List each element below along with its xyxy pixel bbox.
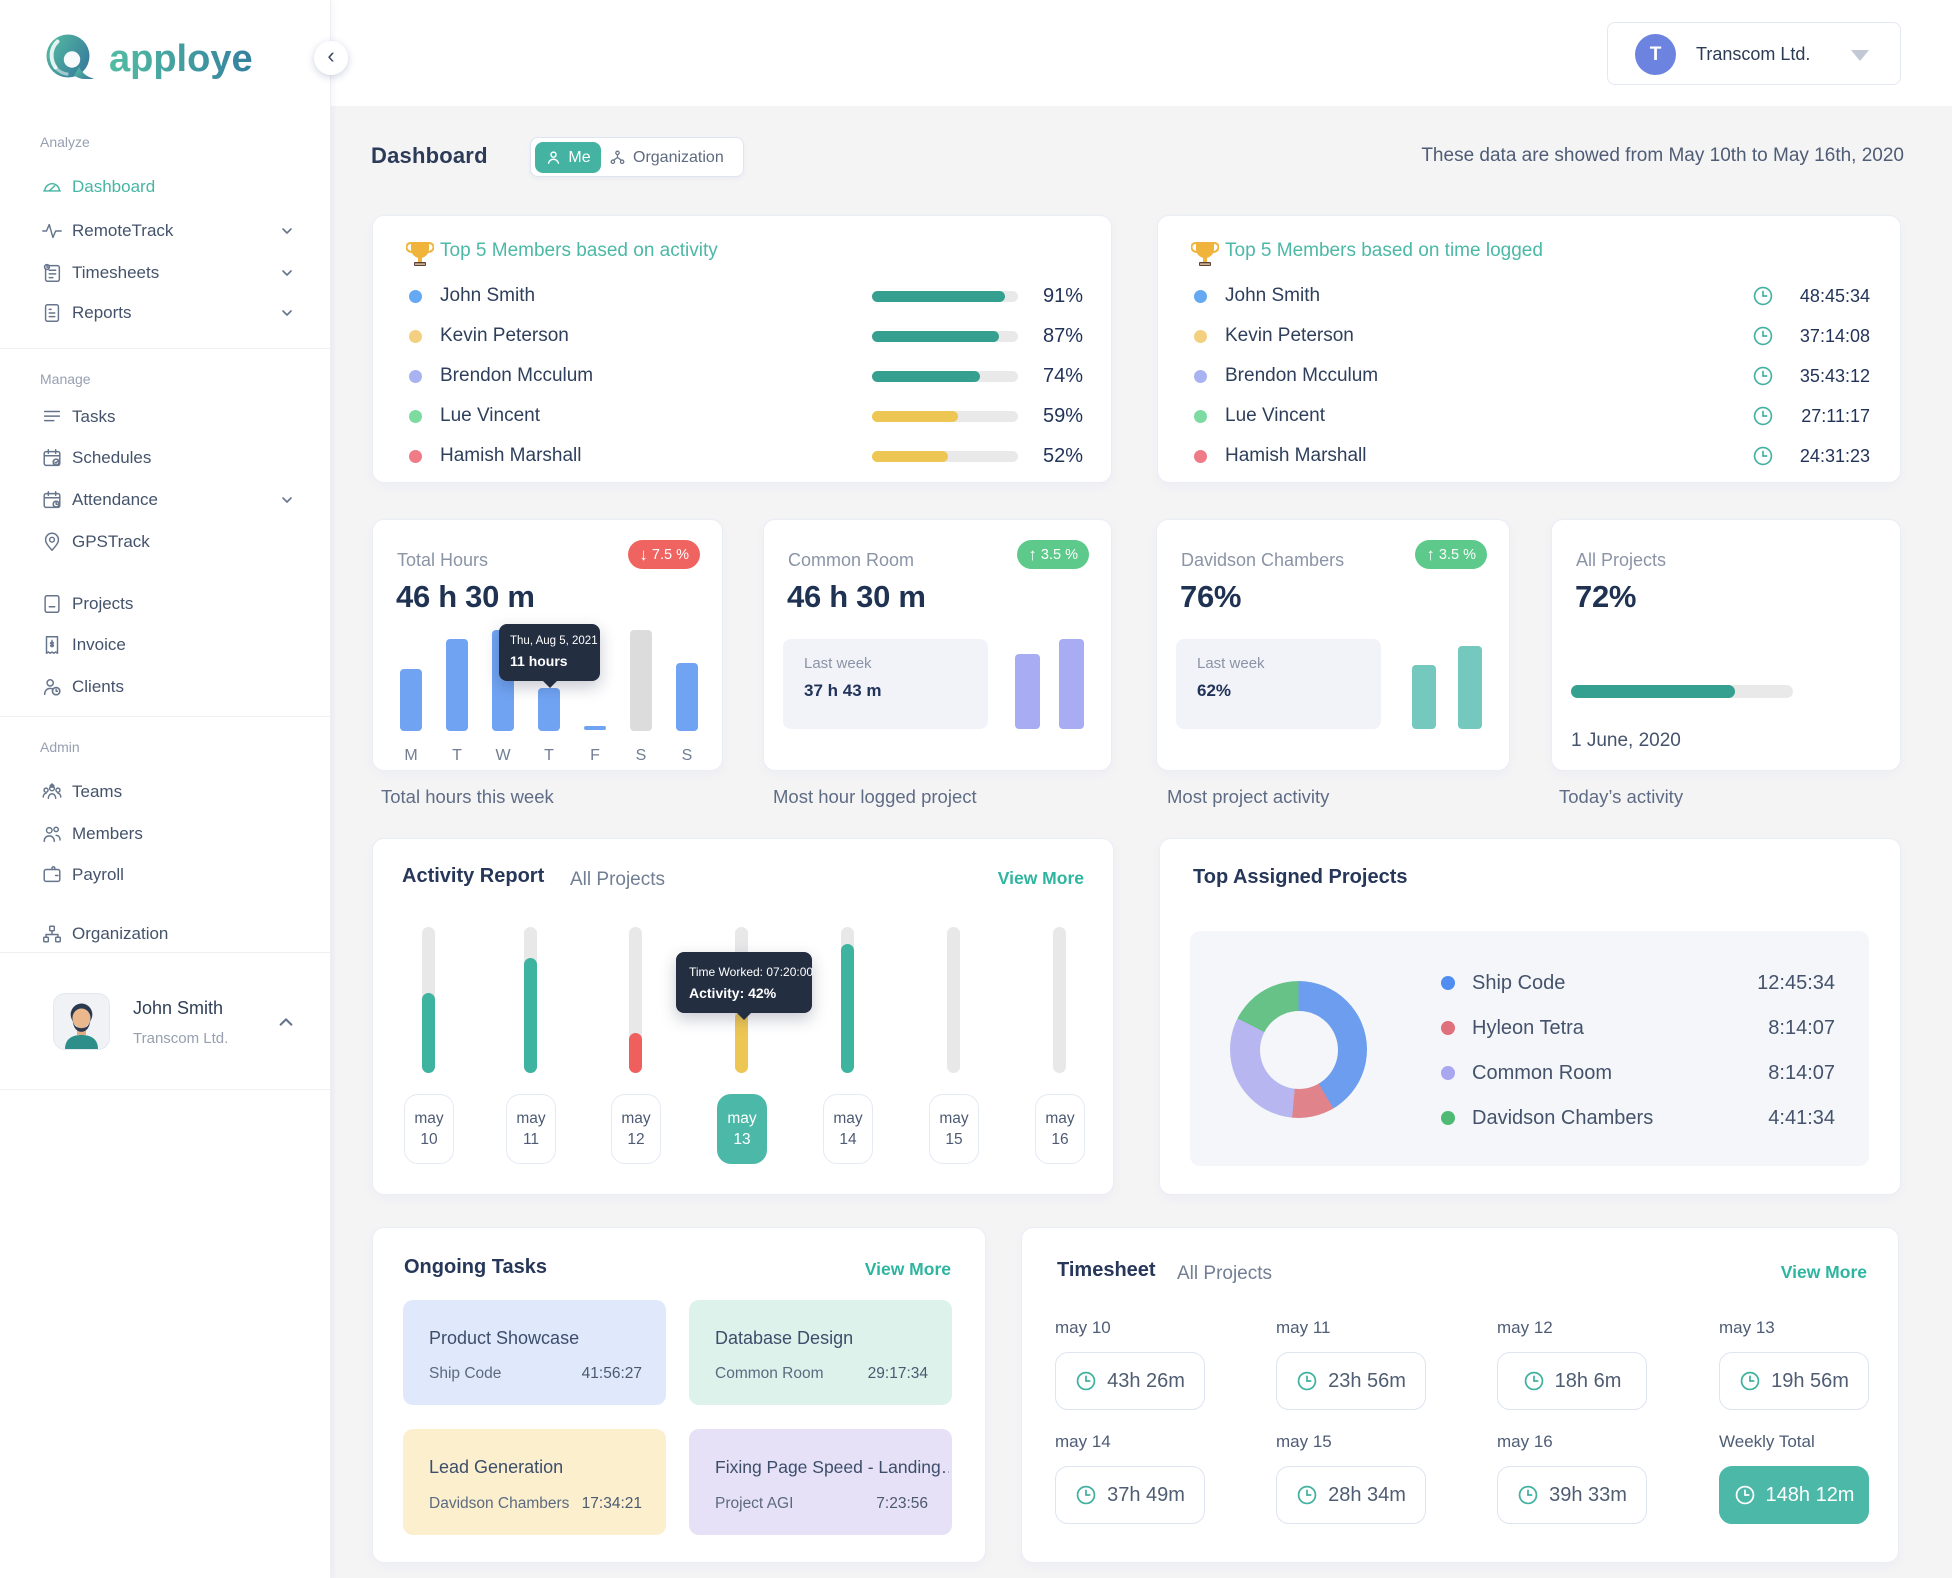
svg-text:apploye: apploye (109, 38, 253, 79)
